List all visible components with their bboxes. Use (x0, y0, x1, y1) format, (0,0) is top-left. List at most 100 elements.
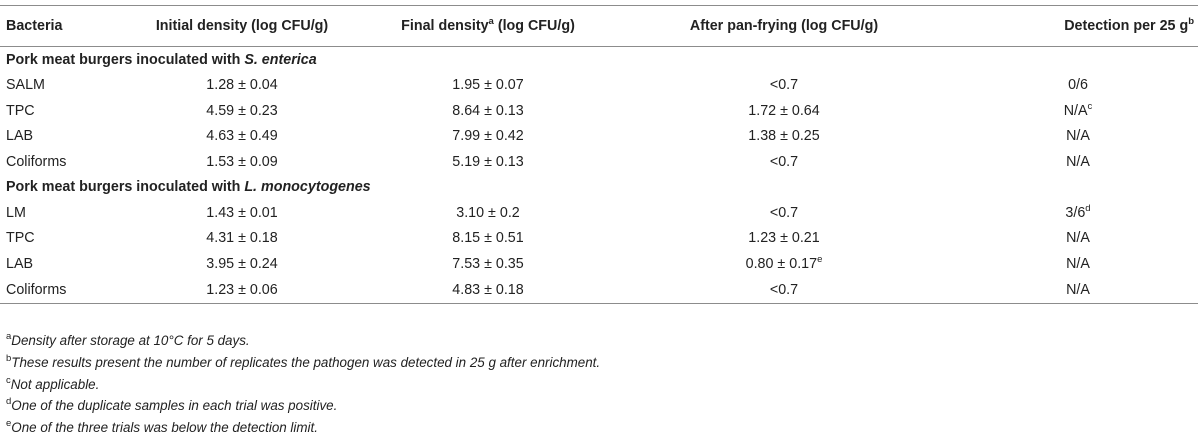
cell-detection-footnote-mark: d (1085, 202, 1091, 214)
footnote: bThese results present the number of rep… (6, 352, 600, 374)
footnote-text: One of the three trials was below the de… (11, 420, 318, 436)
cell-initial-density: 4.63 ± 0.49 (206, 128, 278, 145)
header-detection-footnote-mark: b (1188, 16, 1194, 27)
cell-bacteria: LAB (6, 255, 34, 272)
header-after-pan-frying: After pan-frying (log CFU/g) (610, 5, 958, 47)
cell-initial-density: 1.23 ± 0.06 (118, 276, 366, 304)
table-row: LAB 3.95 ± 0.24 7.53 ± 0.35 0.80 ± 0.17e N/A (0, 251, 1198, 277)
footnote: aDensity after storage at 10°C for 5 day… (6, 330, 600, 352)
cell-detection: 0/6 (958, 73, 1198, 99)
footnote-text: Not applicable. (10, 376, 100, 392)
cell-after-pan-frying: 1.23 ± 0.21 (610, 226, 958, 252)
header-detection-text: Detection per 25 g (1064, 18, 1189, 34)
cell-detection-value: N/A (1063, 102, 1088, 119)
header-final-unit: (log CFU/g) (493, 18, 575, 34)
group-label-text: Pork meat burgers inoculated with (6, 179, 245, 196)
cell-initial-density: 4.59 ± 0.23 (206, 102, 278, 119)
cell-detection-value: N/A (1066, 281, 1090, 298)
cell-after-pan-frying: <0.7 (610, 149, 958, 175)
cell-after-value: <0.7 (769, 204, 799, 221)
table-row: TPC 4.59 ± 0.23 8.64 ± 0.13 1.72 ± 0.64 N/Ac (0, 98, 1198, 124)
cell-after-pan-frying: <0.7 (610, 73, 958, 99)
header-bacteria: Bacteria (0, 5, 118, 47)
cell-detection-value: 0/6 (1068, 77, 1088, 94)
table-row: LM 1.43 ± 0.01 3.10 ± 0.2 <0.7 3/6d (0, 200, 1198, 226)
cell-bacteria: LM (6, 204, 26, 221)
cell-after-pan-frying: 1.38 ± 0.25 (610, 124, 958, 150)
footnote-mark: d (6, 396, 12, 408)
cell-after-footnote-mark: e (817, 253, 823, 265)
cell-final-density: 4.83 ± 0.18 (366, 276, 610, 304)
cell-after-value: <0.7 (769, 281, 799, 298)
cell-bacteria: SALM (6, 77, 45, 94)
group-organism-name: S. enterica (244, 51, 317, 68)
cell-after-value: 1.38 ± 0.25 (748, 128, 820, 145)
footnote: eOne of the three trials was below the d… (6, 417, 600, 439)
cell-detection-value: N/A (1066, 255, 1090, 272)
cell-final-density: 7.53 ± 0.35 (452, 255, 524, 272)
cell-bacteria: TPC (6, 230, 35, 247)
cell-initial-density: 1.28 ± 0.04 (206, 77, 278, 94)
table-row: Coliforms 1.53 ± 0.09 5.19 ± 0.13 <0.7 N/A (0, 149, 1198, 175)
cell-after-value: 1.72 ± 0.64 (748, 102, 820, 119)
table-row: TPC 4.31 ± 0.18 8.15 ± 0.51 1.23 ± 0.21 N/A (0, 226, 1198, 252)
cell-bacteria: Coliforms (0, 276, 118, 304)
cell-detection-value: N/A (1066, 230, 1090, 247)
cell-detection: N/A (958, 251, 1198, 277)
cell-final-density: 8.15 ± 0.51 (452, 230, 524, 247)
footnote-text: These results present the number of repl… (11, 354, 601, 370)
cell-detection: N/A (958, 149, 1198, 175)
cell-bacteria: LAB (6, 128, 34, 145)
cell-final-density: 3.10 ± 0.2 (456, 204, 520, 221)
cell-detection: N/A (958, 276, 1198, 304)
cell-after-pan-frying: <0.7 (610, 200, 958, 226)
table-row: LAB 4.63 ± 0.49 7.99 ± 0.42 1.38 ± 0.25 N/A (0, 124, 1198, 150)
header-final-footnote-mark: a (488, 16, 494, 27)
table-row: Coliforms 1.23 ± 0.06 4.83 ± 0.18 <0.7 N/A (0, 276, 1198, 304)
cell-after-value: <0.7 (769, 153, 799, 170)
cell-after-pan-frying: <0.7 (610, 276, 958, 304)
header-final-text: Final density (401, 18, 489, 34)
footnote-mark: c (6, 374, 11, 386)
header-final-density: Final densitya (log CFU/g) (366, 5, 610, 47)
footnote: cNot applicable. (6, 374, 600, 396)
group-label: Pork meat burgers inoculated with S. ent… (0, 47, 1198, 73)
footnote-mark: a (6, 331, 12, 342)
cell-initial-density: 1.53 ± 0.09 (206, 153, 278, 170)
footnote-text: One of the duplicate samples in each tri… (11, 398, 338, 414)
cell-detection: N/A (958, 124, 1198, 150)
cell-final-density: 7.99 ± 0.42 (452, 128, 524, 145)
cell-initial-density: 3.95 ± 0.24 (206, 255, 278, 272)
group-header-row: Pork meat burgers inoculated with S. ent… (0, 47, 1198, 73)
footnote-text: Density after storage at 10°C for 5 days… (11, 333, 250, 348)
cell-detection-footnote-mark: c (1087, 100, 1093, 112)
cell-after-value: <0.7 (769, 77, 799, 94)
cell-bacteria: TPC (6, 102, 35, 119)
cell-bacteria: Coliforms (6, 153, 67, 170)
cell-detection-value: 3/6 (1065, 204, 1086, 221)
results-table: Bacteria Initial density (log CFU/g) Fin… (0, 5, 1198, 304)
cell-after-pan-frying: 1.72 ± 0.64 (610, 98, 958, 124)
cell-detection-value: N/A (1066, 153, 1090, 170)
footnote-mark: b (6, 352, 12, 364)
cell-detection: N/A (958, 226, 1198, 252)
group-header-row: Pork meat burgers inoculated with L. mon… (0, 175, 1198, 201)
cell-after-value: 0.80 ± 0.17 (745, 255, 818, 272)
cell-detection-value: N/A (1066, 128, 1090, 145)
footnotes: aDensity after storage at 10°C for 5 day… (6, 330, 600, 439)
cell-initial-density: 1.43 ± 0.01 (206, 204, 278, 221)
cell-detection: N/Ac (958, 98, 1198, 124)
cell-final-density: 1.95 ± 0.07 (452, 77, 524, 94)
cell-after-value: 1.23 ± 0.21 (748, 230, 820, 247)
table-body: Pork meat burgers inoculated with S. ent… (0, 47, 1198, 304)
header-initial-density: Initial density (log CFU/g) (118, 5, 366, 47)
footnote-mark: e (6, 418, 12, 430)
table-row: SALM 1.28 ± 0.04 1.95 ± 0.07 <0.7 0/6 (0, 73, 1198, 99)
header-detection: Detection per 25 gb (958, 5, 1198, 47)
cell-final-density: 8.64 ± 0.13 (452, 102, 524, 119)
cell-initial-density: 4.31 ± 0.18 (206, 230, 278, 247)
group-label: Pork meat burgers inoculated with L. mon… (0, 175, 1198, 201)
group-organism-name: L. monocytogenes (244, 179, 371, 196)
cell-final-density: 5.19 ± 0.13 (452, 153, 524, 170)
